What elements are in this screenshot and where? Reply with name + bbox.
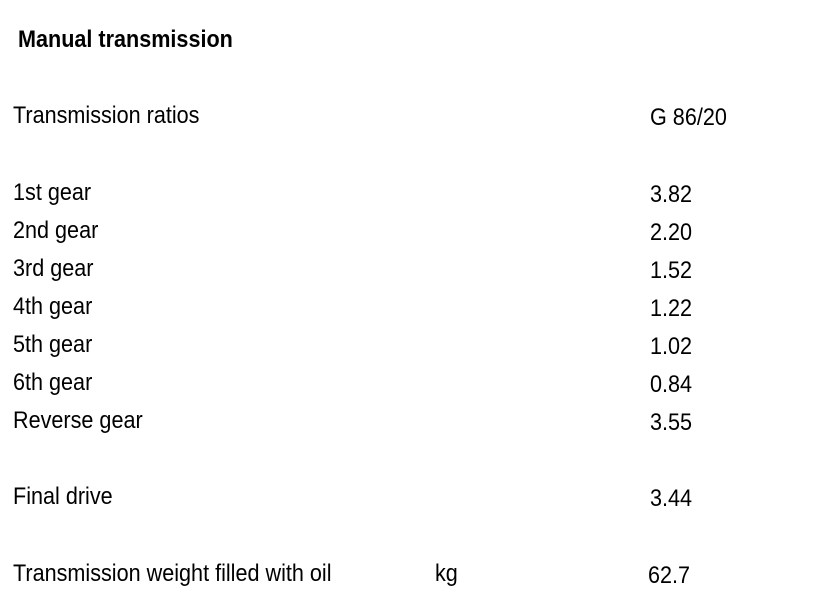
final-drive-value: 3.44 <box>650 485 693 512</box>
gear-label: 5th gear <box>13 331 93 358</box>
gear-value: 1.02 <box>650 333 693 360</box>
gear-value: 0.84 <box>650 371 693 398</box>
title: Manual transmission <box>18 26 233 53</box>
gear-label: Reverse gear <box>13 407 143 434</box>
gear-label: 1st gear <box>13 179 92 206</box>
gear-value: 1.52 <box>650 257 693 284</box>
weight-unit: kg <box>435 560 458 587</box>
gear-label: 3rd gear <box>13 255 94 282</box>
gear-value: 3.55 <box>650 409 693 436</box>
final-drive-label: Final drive <box>13 483 113 510</box>
weight-label: Transmission weight filled with oil <box>13 560 332 587</box>
gear-value: 2.20 <box>650 219 693 246</box>
header-label: Transmission ratios <box>13 102 200 129</box>
weight-value: 62.7 <box>648 562 691 589</box>
gear-value: 3.82 <box>650 181 693 208</box>
gear-label: 4th gear <box>13 293 93 320</box>
gear-label: 6th gear <box>13 369 93 396</box>
gear-value: 1.22 <box>650 295 693 322</box>
header-value: G 86/20 <box>650 104 727 131</box>
gear-label: 2nd gear <box>13 217 99 244</box>
